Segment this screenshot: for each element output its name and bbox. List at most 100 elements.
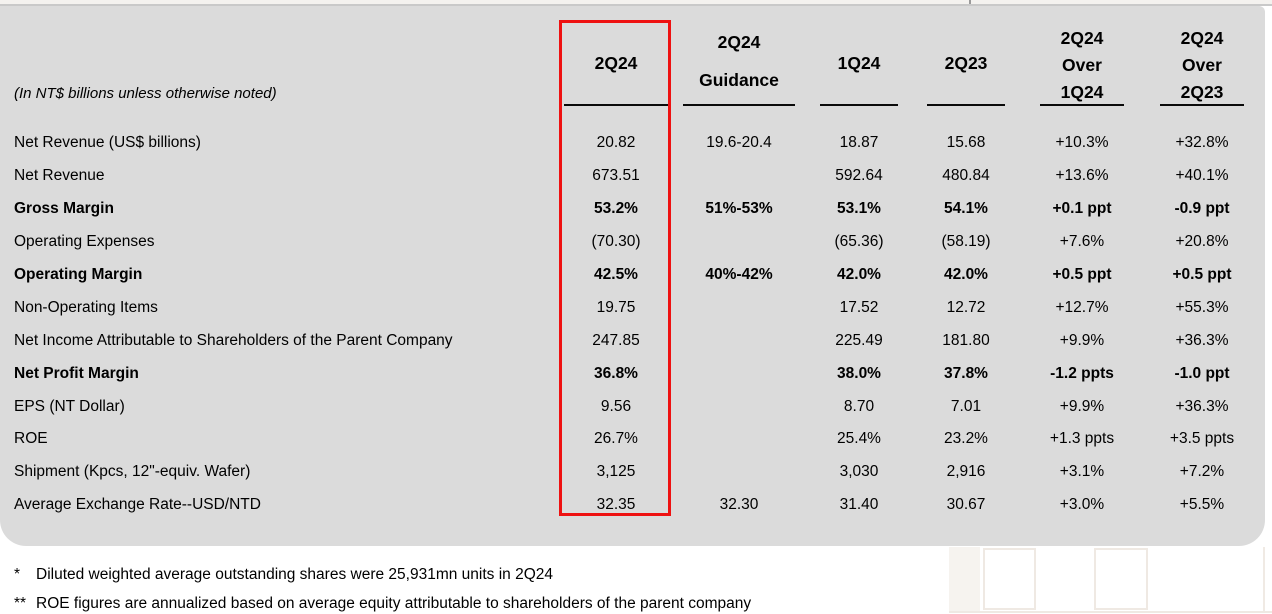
background-cell-artifact: [1094, 548, 1148, 610]
cell-value: 8.70: [843, 397, 875, 415]
cell-value: 51%-53%: [705, 200, 773, 218]
top-tick: [969, 0, 971, 4]
row-label: Gross Margin: [14, 200, 114, 218]
cell-value: (58.19): [941, 233, 991, 251]
cell-value: 15.68: [946, 134, 986, 152]
header-underline: [927, 104, 1005, 106]
column-header-label: Over: [1182, 55, 1222, 75]
row-label: Operating Expenses: [14, 233, 155, 251]
cell-value: 31.40: [839, 496, 879, 514]
header-underline: [1160, 104, 1244, 106]
background-gridline-artifact: [949, 611, 1272, 613]
cell-value: 19.75: [596, 298, 636, 316]
cell-value: +32.8%: [1175, 134, 1229, 152]
cell-value: 592.64: [835, 167, 883, 185]
cell-value: 36.8%: [594, 364, 638, 382]
footnote-marker: **: [14, 594, 27, 612]
table-body: Net Revenue (US$ billions) 20.82 19.6-20.4…: [0, 127, 1260, 522]
cell-value: +0.5 ppt: [1052, 266, 1112, 283]
cell-value: +12.7%: [1055, 298, 1109, 316]
cell-value: +10.3%: [1055, 134, 1109, 152]
column-header-label: Over: [1062, 55, 1102, 75]
cell-value: 18.87: [839, 134, 879, 152]
header-underline: [1040, 104, 1124, 106]
footnote: ** ROE figures are annualized based on a…: [12, 589, 1012, 614]
row-label: Shipment (Kpcs, 12"-equiv. Wafer): [14, 463, 251, 481]
footnote: * Diluted weighted average outstanding s…: [12, 560, 1012, 589]
cell-value: +20.8%: [1175, 233, 1229, 251]
cell-value: 54.1%: [944, 200, 988, 218]
cell-value: +1.3 ppts: [1049, 430, 1115, 448]
cell-value: 40%-42%: [705, 266, 773, 283]
cell-value: 247.85: [592, 331, 640, 349]
column-header-label: 1Q24: [1060, 82, 1104, 102]
table-row: ROE 26.7% 25.4% 23.2% +1.3 ppts +3.5 ppts: [0, 423, 1260, 456]
cell-value: 42.5%: [594, 266, 638, 283]
table-row: EPS (NT Dollar) 9.56 8.70 7.01 +9.9% +36.3%: [0, 390, 1260, 423]
row-label: ROE: [14, 430, 48, 448]
cell-value: +40.1%: [1175, 167, 1229, 185]
cell-value: +3.1%: [1059, 463, 1105, 481]
row-label: Net Income Attributable to Shareholders …: [14, 331, 453, 349]
cell-value: (70.30): [591, 233, 641, 251]
column-header-label: 2Q24: [1180, 28, 1224, 48]
cell-value: +0.1 ppt: [1052, 200, 1112, 218]
column-header-label: 2Q24: [594, 53, 638, 73]
table-row: Net Revenue (US$ billions) 20.82 19.6-20.4…: [0, 127, 1260, 160]
top-rule: [0, 4, 1272, 6]
column-header-label: 2Q24: [717, 32, 761, 52]
cell-value: 20.82: [596, 134, 636, 152]
table-row: Non-Operating Items 19.75 17.52 12.72 +12.7%…: [0, 291, 1260, 324]
cell-value: 12.72: [946, 298, 986, 316]
cell-value: -1.2 ppts: [1050, 364, 1114, 382]
row-label: Average Exchange Rate--USD/NTD: [14, 496, 261, 514]
cell-value: 32.35: [596, 496, 636, 514]
row-label: Net Revenue: [14, 167, 105, 185]
cell-value: +3.5 ppts: [1169, 430, 1235, 448]
cell-value: +13.6%: [1055, 167, 1109, 185]
unit-note: (In NT$ billions unless otherwise noted): [14, 85, 277, 102]
column-header-label: 2Q23: [1180, 82, 1224, 102]
cell-value: +3.0%: [1059, 496, 1105, 514]
footnote-marker: *: [14, 565, 21, 583]
cell-value: 30.67: [946, 496, 986, 514]
cell-value: +9.9%: [1059, 397, 1105, 415]
cell-value: 53.2%: [594, 200, 638, 218]
table-row: Operating Margin 42.5% 40%-42% 42.0% 42.0% +0…: [0, 259, 1260, 292]
cell-value: 37.8%: [944, 364, 988, 382]
row-label: EPS (NT Dollar): [14, 397, 125, 415]
background-cell-artifact: [949, 547, 980, 612]
column-header-label: 2Q23: [944, 53, 988, 73]
column-header-2q24: 2Q24: [560, 16, 672, 106]
background-cell-artifact: [983, 548, 1036, 610]
cell-value: +9.9%: [1059, 331, 1105, 349]
cell-value: 19.6-20.4: [706, 134, 772, 152]
column-header-label: 1Q24: [837, 53, 881, 73]
column-header-label: 2Q24: [1060, 28, 1104, 48]
cell-value: 3,030: [839, 463, 879, 481]
cell-value: 225.49: [835, 331, 883, 349]
table-row: Operating Expenses (70.30) (65.36) (58.19) +…: [0, 226, 1260, 259]
header-underline: [820, 104, 898, 106]
header-underline: [564, 104, 668, 106]
cell-value: (65.36): [834, 233, 884, 251]
column-header-2q24-over-1q24: 2Q24 Over 1Q24: [1020, 16, 1144, 106]
cell-value: 32.30: [719, 496, 759, 514]
cell-value: 25.4%: [837, 430, 881, 448]
table-row: Shipment (Kpcs, 12"-equiv. Wafer) 3,125 3,…: [0, 456, 1260, 489]
cell-value: 2,916: [946, 463, 986, 481]
table-row: Net Income Attributable to Shareholders …: [0, 324, 1260, 357]
table-row: Average Exchange Rate--USD/NTD 32.35 32.30…: [0, 489, 1260, 522]
cell-value: -1.0 ppt: [1174, 364, 1230, 382]
table-header: (In NT$ billions unless otherwise noted)…: [0, 16, 1260, 106]
column-header-2q24-over-2q23: 2Q24 Over 2Q23: [1144, 16, 1260, 106]
table-row: Net Profit Margin 36.8% 38.0% 37.8% -1.2 ppt…: [0, 357, 1260, 390]
cell-value: 53.1%: [837, 200, 881, 218]
cell-value: 9.56: [600, 397, 632, 415]
cell-value: 17.52: [839, 298, 879, 316]
column-header-2q23: 2Q23: [912, 16, 1020, 106]
cell-value: +5.5%: [1179, 496, 1225, 514]
header-underline: [683, 104, 795, 106]
footnotes: * Diluted weighted average outstanding s…: [12, 560, 1012, 614]
results-panel: (In NT$ billions unless otherwise noted)…: [0, 6, 1265, 546]
